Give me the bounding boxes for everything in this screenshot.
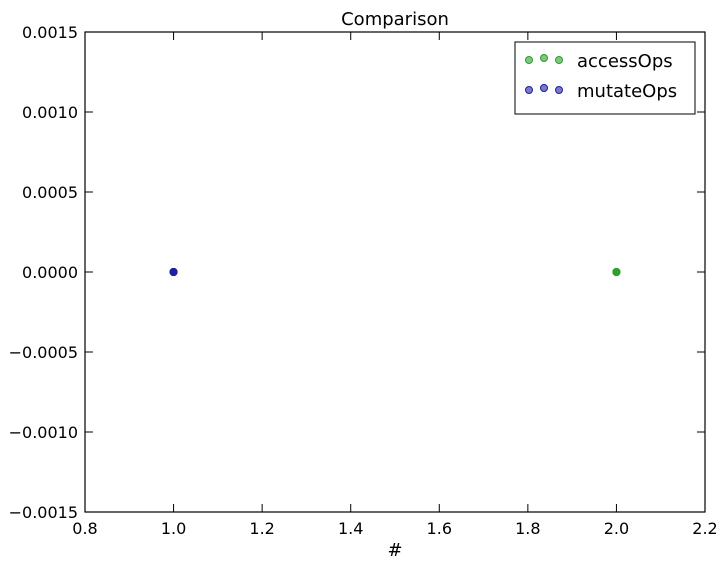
legend-marker-accessOps xyxy=(555,56,563,64)
x-tick-label: 2.0 xyxy=(604,519,629,538)
y-tick-label: −0.0015 xyxy=(9,503,78,522)
y-tick-label: 0.0000 xyxy=(22,263,78,282)
data-point-accessOps xyxy=(612,268,621,276)
legend-marker-accessOps xyxy=(525,56,533,64)
x-tick-label: 0.8 xyxy=(72,519,97,538)
legend-box xyxy=(514,41,696,115)
legend-marker-mutateOps xyxy=(555,86,563,94)
x-tick-label: 1.6 xyxy=(427,519,452,538)
legend-marker-accessOps xyxy=(540,54,548,62)
legend: accessOps mutateOps xyxy=(514,41,696,115)
x-axis-label: # xyxy=(387,540,402,561)
legend-label-mutateOps: mutateOps xyxy=(577,81,677,102)
legend-marker-mutateOps xyxy=(540,84,548,92)
x-tick-label: 2.2 xyxy=(692,519,717,538)
x-tick-label: 1.0 xyxy=(161,519,186,538)
y-tick-label: −0.0005 xyxy=(9,343,78,362)
y-tick-label: −0.0010 xyxy=(9,423,78,442)
data-point-mutateOps xyxy=(169,268,178,276)
x-tick-label: 1.2 xyxy=(249,519,274,538)
chart-title: Comparison xyxy=(341,9,449,30)
legend-marker-mutateOps xyxy=(525,86,533,94)
y-tick-label: 0.0010 xyxy=(22,103,78,122)
x-tick-label: 1.8 xyxy=(515,519,540,538)
x-tick-label: 1.4 xyxy=(338,519,363,538)
y-tick-label: 0.0015 xyxy=(22,23,78,42)
y-tick-label: 0.0005 xyxy=(22,183,78,202)
legend-label-accessOps: accessOps xyxy=(577,51,673,72)
